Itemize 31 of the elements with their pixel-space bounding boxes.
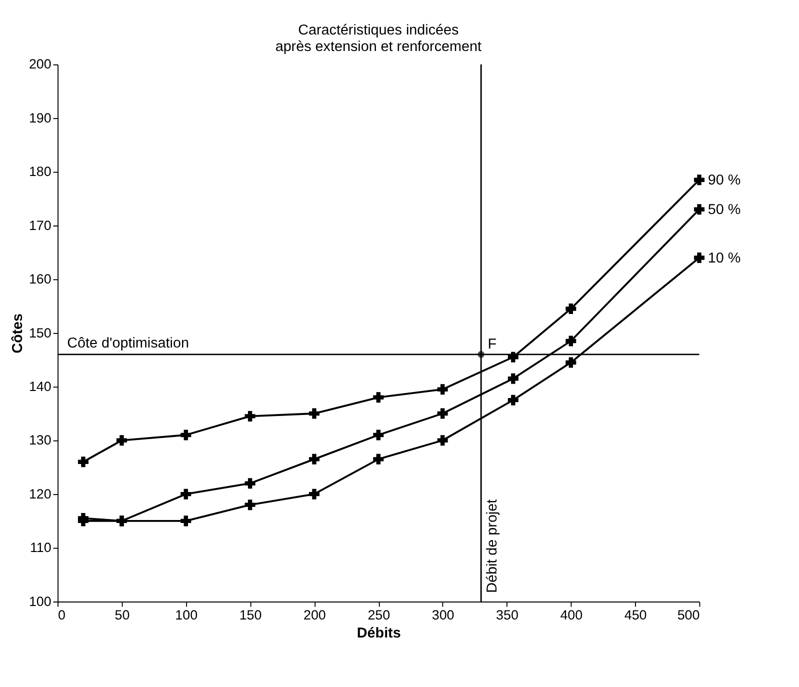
x-tick-label: 150 — [239, 607, 262, 622]
series-label: 10 % — [708, 250, 741, 267]
series-label: 50 % — [708, 202, 741, 218]
y-tick-label: 150 — [28, 325, 52, 340]
annotation: F — [488, 336, 497, 353]
y-tick-label: 200 — [28, 56, 52, 72]
x-tick-label: 100 — [175, 607, 198, 622]
x-tick-label: 300 — [432, 607, 454, 622]
x-tick-label: 50 — [114, 607, 130, 622]
x-tick-label: 400 — [560, 607, 583, 622]
x-tick-label: 200 — [304, 607, 326, 622]
x-tick-label: 450 — [624, 607, 647, 622]
y-tick-label: 180 — [28, 164, 52, 180]
x-axis-title: Débits — [356, 625, 401, 642]
y-tick-label: 140 — [28, 378, 52, 394]
x-tick-label: 350 — [496, 607, 518, 622]
y-tick-label: 110 — [30, 540, 52, 556]
series-label: 90 % — [708, 172, 741, 189]
chart-title: Caractéristiques indicées après extension et renforcement — [275, 22, 482, 55]
y-tick-label: 100 — [28, 594, 52, 609]
y-tick-label: 190 — [28, 110, 52, 126]
y-tick-label: 160 — [28, 272, 52, 287]
ref-line-label: Côte d'optimisation — [67, 336, 189, 352]
ref-line-label: Débit de projet — [484, 499, 500, 593]
y-axis-title: Côtes — [10, 313, 26, 354]
y-tick-label: 170 — [28, 218, 52, 233]
y-tick-label: 130 — [28, 432, 52, 448]
y-tick-label: 120 — [28, 486, 52, 502]
x-tick-label: 250 — [368, 607, 390, 622]
x-tick-label: 500 — [677, 607, 700, 622]
x-tick-label: 0 — [58, 607, 66, 622]
